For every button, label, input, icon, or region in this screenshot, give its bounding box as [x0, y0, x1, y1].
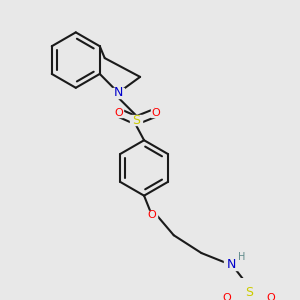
Bar: [222, 293, 232, 300]
Text: H: H: [238, 252, 246, 262]
Text: O: O: [266, 292, 275, 300]
Bar: [243, 288, 255, 298]
Text: O: O: [114, 107, 123, 118]
Bar: [151, 108, 161, 117]
Text: O: O: [152, 107, 160, 118]
Text: S: S: [245, 286, 253, 299]
Text: O: O: [148, 211, 156, 220]
Bar: [266, 293, 276, 300]
Bar: [147, 211, 157, 220]
Text: S: S: [132, 114, 140, 127]
Bar: [224, 260, 238, 270]
Text: N: N: [226, 258, 236, 272]
Bar: [130, 116, 142, 125]
Bar: [112, 88, 124, 98]
Text: N: N: [114, 86, 123, 99]
Bar: [113, 108, 123, 117]
Text: O: O: [223, 292, 232, 300]
